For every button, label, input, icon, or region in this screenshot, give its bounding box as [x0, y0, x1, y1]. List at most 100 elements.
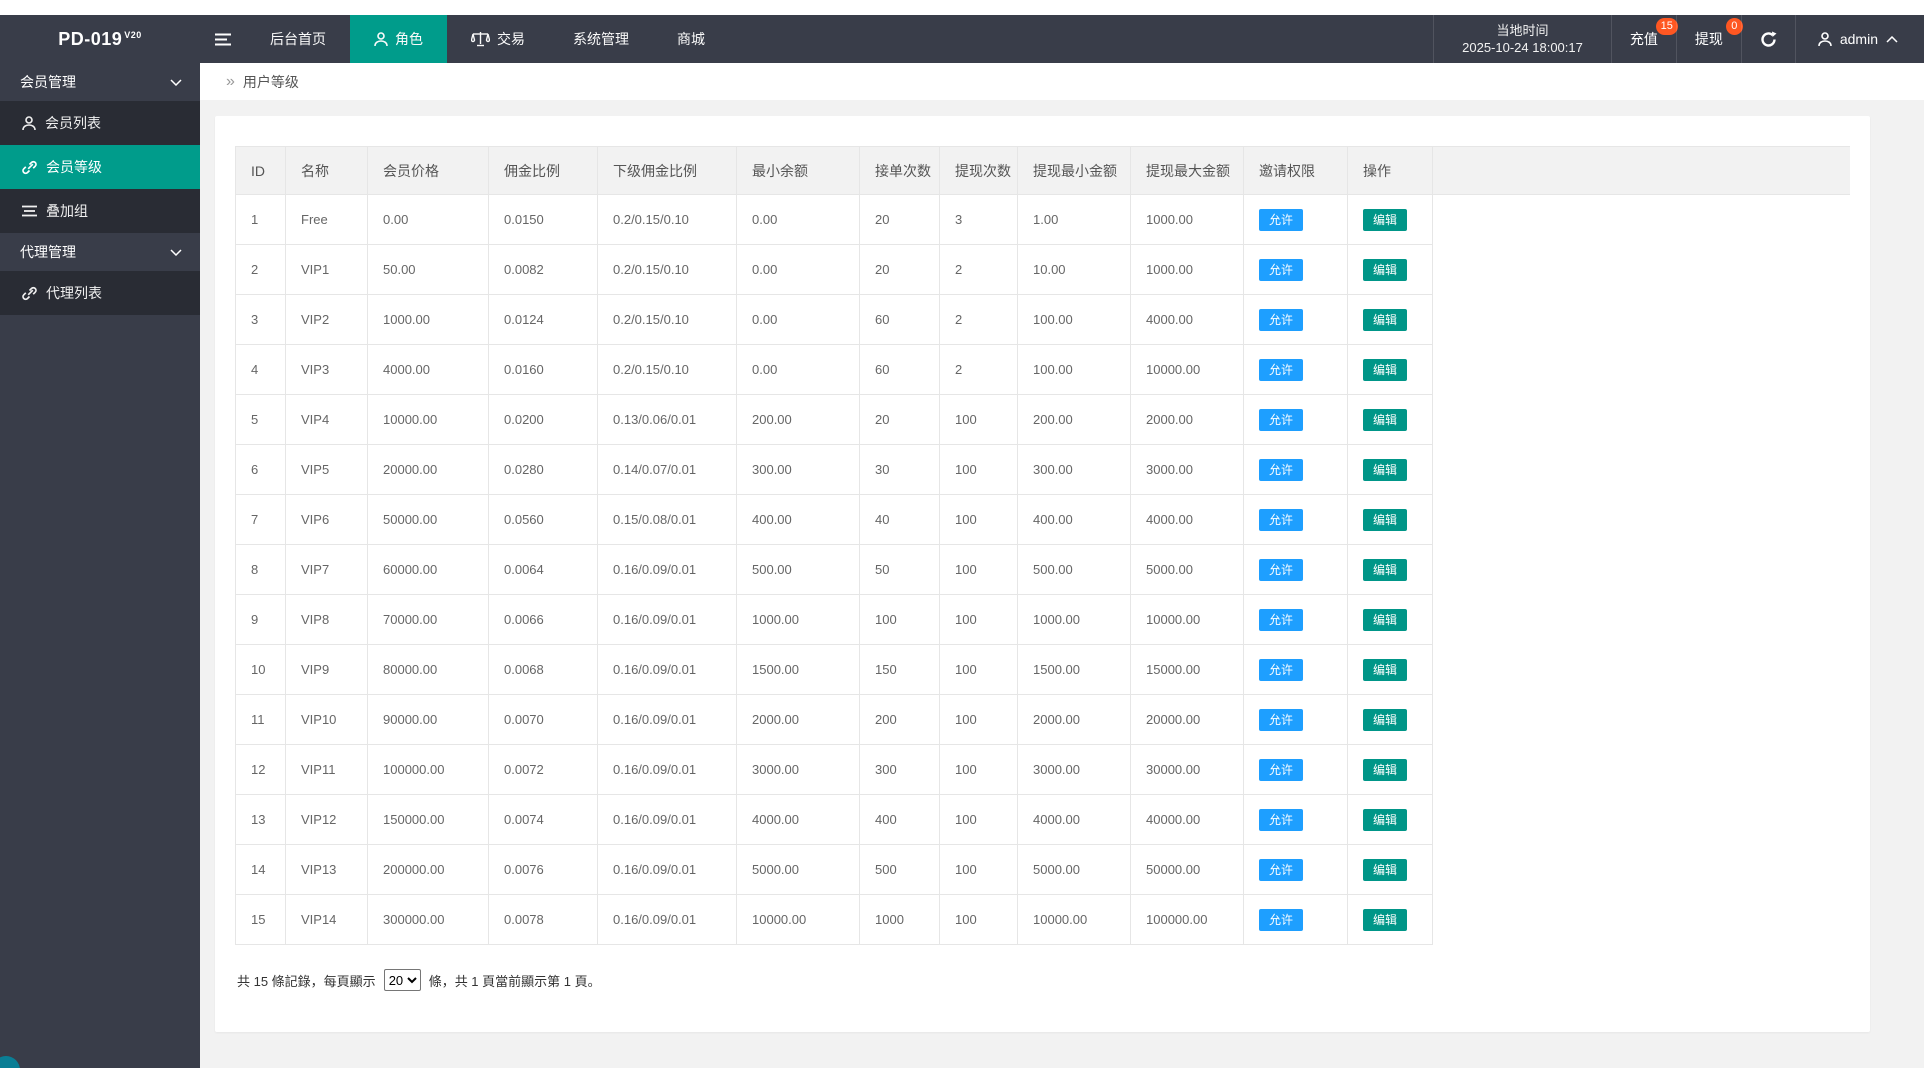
table-row: 15 VIP14 300000.00 0.0078 0.16/0.09/0.01 1000… — [235, 894, 1850, 945]
table-cell: VIP6 — [285, 494, 368, 545]
row-filler — [1432, 894, 1850, 945]
column-header: 提现次数 — [939, 146, 1018, 195]
allow-button[interactable]: 允许 — [1259, 708, 1304, 731]
edit-button[interactable]: 编辑 — [1363, 358, 1408, 381]
refresh-button[interactable] — [1740, 15, 1795, 63]
table-cell: 100 — [939, 644, 1018, 695]
table-cell: 50000.00 — [1130, 844, 1244, 895]
chevron-down-icon — [170, 248, 182, 256]
table-row: 12 VIP11 100000.00 0.0072 0.16/0.09/0.01 3000… — [235, 744, 1850, 795]
table-cell: 0.0066 — [488, 594, 598, 645]
nav-item-3[interactable]: 系统管理 — [549, 15, 653, 63]
nav-item-1[interactable]: 角色 — [350, 15, 447, 63]
local-time: 当地时间 2025-10-24 18:00:17 — [1433, 15, 1611, 63]
allow-button[interactable]: 允许 — [1259, 858, 1304, 881]
table-cell: VIP4 — [285, 394, 368, 445]
table-cell: 4000.00 — [736, 794, 860, 845]
action-cell: 编辑 — [1347, 394, 1433, 445]
table-cell: 100 — [939, 894, 1018, 945]
edit-button[interactable]: 编辑 — [1363, 858, 1408, 881]
logo-text: PD-019 — [58, 28, 123, 49]
action-cell: 编辑 — [1347, 194, 1433, 245]
allow-button[interactable]: 允许 — [1259, 758, 1304, 781]
action-cell: 编辑 — [1347, 444, 1433, 495]
allow-button[interactable]: 允许 — [1259, 908, 1304, 931]
table-cell: 30 — [859, 444, 940, 495]
table-cell: VIP12 — [285, 794, 368, 845]
table-cell: 8 — [235, 544, 286, 595]
edit-button[interactable]: 编辑 — [1363, 208, 1408, 231]
table-cell: 0.16/0.09/0.01 — [597, 744, 737, 795]
edit-button[interactable]: 编辑 — [1363, 558, 1408, 581]
table-cell: 150000.00 — [367, 794, 489, 845]
sidebar: 会员管理 会员列表会员等级叠加组 代理管理 代理列表 — [0, 63, 200, 1068]
column-header: ID — [235, 146, 286, 195]
sidebar-group-title-1[interactable]: 代理管理 — [0, 233, 200, 271]
sidebar-group-0: 会员管理 会员列表会员等级叠加组 — [0, 63, 200, 233]
table-cell: 100 — [939, 594, 1018, 645]
edit-button[interactable]: 编辑 — [1363, 458, 1408, 481]
page-size-select[interactable]: 20 — [383, 969, 421, 991]
sidebar-group-title-0[interactable]: 会员管理 — [0, 63, 200, 101]
edit-button[interactable]: 编辑 — [1363, 508, 1408, 531]
table-cell: 0.0082 — [488, 244, 598, 295]
table-cell: 100000.00 — [367, 744, 489, 795]
table-cell: 0.2/0.15/0.10 — [597, 194, 737, 245]
recharge-button[interactable]: 充值 15 — [1610, 15, 1678, 63]
invite-permission-cell: 允许 — [1243, 844, 1348, 895]
table-cell: 0.0072 — [488, 744, 598, 795]
pagination-prefix: 共 15 條記錄，每頁顯示 — [237, 973, 376, 989]
allow-button[interactable]: 允许 — [1259, 508, 1304, 531]
sidebar-item-label: 会员等级 — [46, 159, 102, 175]
allow-button[interactable]: 允许 — [1259, 358, 1304, 381]
table-cell: VIP1 — [285, 244, 368, 295]
recharge-label: 充值 — [1629, 31, 1658, 47]
edit-button[interactable]: 编辑 — [1363, 758, 1408, 781]
allow-button[interactable]: 允许 — [1259, 808, 1304, 831]
main-menu: 后台首页 角色 交易 系统管理 商城 — [200, 15, 729, 63]
table-cell: 4000.00 — [1017, 794, 1131, 845]
edit-button[interactable]: 编辑 — [1363, 658, 1408, 681]
sidebar-item[interactable]: 叠加组 — [0, 189, 200, 233]
table-cell: 100 — [939, 694, 1018, 745]
allow-button[interactable]: 允许 — [1259, 658, 1304, 681]
sidebar-item[interactable]: 会员等级 — [0, 145, 200, 189]
edit-button[interactable]: 编辑 — [1363, 908, 1408, 931]
table-cell: 0.0078 — [488, 894, 598, 945]
allow-button[interactable]: 允许 — [1259, 408, 1304, 431]
nav-item-0[interactable]: 后台首页 — [246, 15, 350, 63]
table-cell: 0.0064 — [488, 544, 598, 595]
table-cell: 100 — [939, 544, 1018, 595]
sidebar-item[interactable]: 会员列表 — [0, 101, 200, 145]
edit-button[interactable]: 编辑 — [1363, 808, 1408, 831]
table-row: 10 VIP9 80000.00 0.0068 0.16/0.09/0.01 1500.0… — [235, 644, 1850, 695]
edit-button[interactable]: 编辑 — [1363, 258, 1408, 281]
edit-button[interactable]: 编辑 — [1363, 408, 1408, 431]
table-row: 1 Free 0.00 0.0150 0.2/0.15/0.10 0.00 20 3 1.00 1… — [235, 194, 1850, 245]
nav-item-4[interactable]: 商城 — [653, 15, 729, 63]
edit-button[interactable]: 编辑 — [1363, 708, 1408, 731]
table-cell: 80000.00 — [367, 644, 489, 695]
collapse-sidebar-button[interactable] — [200, 15, 246, 63]
sidebar-item[interactable]: 代理列表 — [0, 271, 200, 315]
nav-item-2[interactable]: 交易 — [447, 15, 549, 63]
table-cell: 0.16/0.09/0.01 — [597, 644, 737, 695]
admin-user-menu[interactable]: admin — [1794, 15, 1924, 63]
edit-button[interactable]: 编辑 — [1363, 608, 1408, 631]
edit-button[interactable]: 编辑 — [1363, 308, 1408, 331]
allow-button[interactable]: 允许 — [1259, 308, 1304, 331]
allow-button[interactable]: 允许 — [1259, 458, 1304, 481]
allow-button[interactable]: 允许 — [1259, 608, 1304, 631]
table-cell: 200.00 — [736, 394, 860, 445]
invite-permission-cell: 允许 — [1243, 644, 1348, 695]
person-icon — [374, 31, 388, 47]
allow-button[interactable]: 允许 — [1259, 208, 1304, 231]
withdraw-button[interactable]: 提现 0 — [1675, 15, 1743, 63]
table-cell: 2000.00 — [1017, 694, 1131, 745]
allow-button[interactable]: 允许 — [1259, 558, 1304, 581]
action-cell: 编辑 — [1347, 294, 1433, 345]
allow-button[interactable]: 允许 — [1259, 258, 1304, 281]
header-filler — [1432, 146, 1850, 195]
table-cell: 3000.00 — [1130, 444, 1244, 495]
table-cell: 1000.00 — [736, 594, 860, 645]
